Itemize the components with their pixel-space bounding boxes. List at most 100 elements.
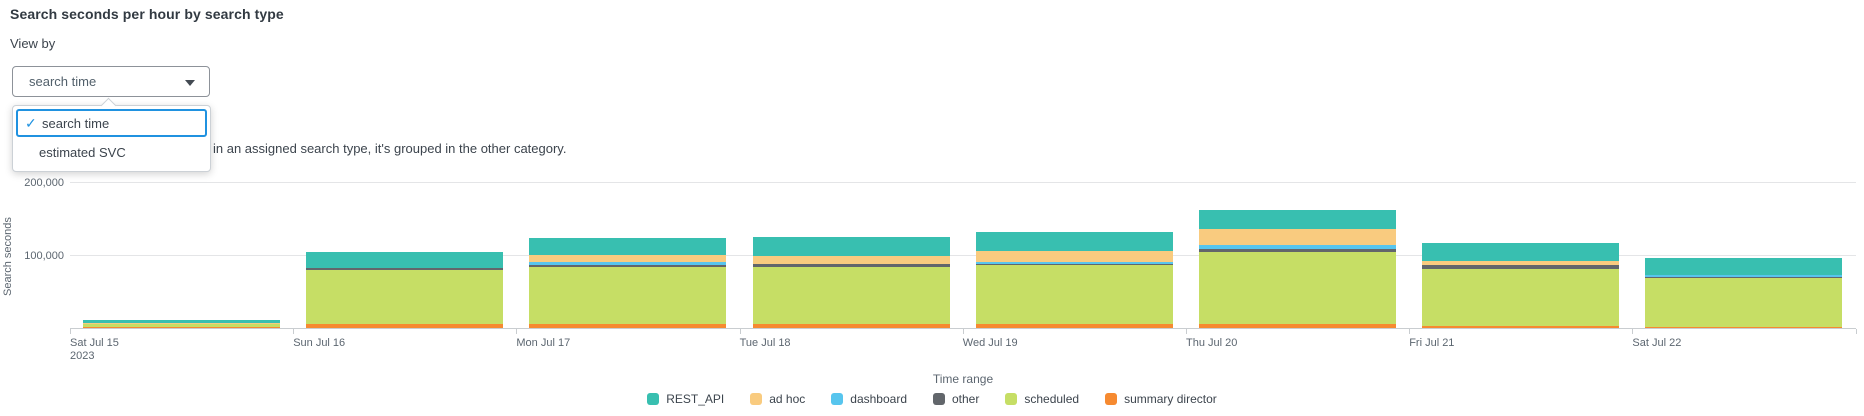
bar-segment-REST_API[interactable] xyxy=(975,231,1173,251)
view-by-dropdown-menu: ✓ search time estimated SVC xyxy=(12,97,211,172)
bar-segment-dashboard[interactable] xyxy=(975,262,1173,264)
x-tick-label: Sat Jul 15 2023 xyxy=(70,337,119,362)
legend-label: ad hoc xyxy=(769,392,806,406)
bar-segment-scheduled[interactable] xyxy=(752,267,950,325)
x-tick-label: Wed Jul 19 xyxy=(962,337,1018,349)
bar-segment-REST_API[interactable] xyxy=(1645,258,1843,275)
gridline-200,000 xyxy=(70,182,1856,183)
bar-segment-summary-director[interactable] xyxy=(83,326,280,328)
menu-item-estimated-svc[interactable]: estimated SVC xyxy=(13,137,210,168)
x-axis-tick xyxy=(1855,329,1857,334)
panel-title: Search seconds per hour by search type xyxy=(10,6,284,22)
view-by-dropdown[interactable]: search time xyxy=(12,66,210,97)
x-axis-tick xyxy=(739,329,741,334)
bar-thu-jul-20 xyxy=(1199,210,1396,328)
bar-segment-dashboard[interactable] xyxy=(529,262,727,265)
view-by-label: View by xyxy=(10,36,56,51)
bar-segment-scheduled[interactable] xyxy=(1199,251,1396,325)
bar-segment-ad-hoc[interactable] xyxy=(975,250,1173,263)
menu-item-search-time[interactable]: ✓ search time xyxy=(16,109,207,137)
x-axis-tick xyxy=(1186,329,1187,334)
x-tick-label: Sun Jul 16 xyxy=(293,337,346,349)
bar-segment-other[interactable] xyxy=(752,264,950,268)
legend-label: REST_API xyxy=(666,392,725,406)
y-tick-label: 100,000 xyxy=(24,249,64,262)
legend-swatch-icon xyxy=(1105,393,1118,405)
x-tick-label: Thu Jul 20 xyxy=(1186,337,1238,349)
x-tick-label: Tue Jul 18 xyxy=(739,337,791,349)
bar-wed-jul-19 xyxy=(975,231,1173,328)
bar-segment-scheduled[interactable] xyxy=(306,270,504,325)
bar-segment-dashboard[interactable] xyxy=(1199,245,1396,250)
gridline-100,000 xyxy=(70,254,1856,256)
bar-tue-jul-18 xyxy=(752,237,950,328)
x-tick-label: Sat Jul 22 xyxy=(1632,337,1682,349)
legend-item-other[interactable]: other xyxy=(933,392,979,406)
menu-item-label: search time xyxy=(42,115,110,131)
x-axis-tick xyxy=(70,329,71,334)
bar-segment-summary-director[interactable] xyxy=(1645,326,1843,328)
x-tick-label: Mon Jul 17 xyxy=(516,337,571,349)
legend-item-scheduled[interactable]: scheduled xyxy=(1005,392,1079,406)
bar-segment-REST_API[interactable] xyxy=(1199,210,1396,230)
legend-swatch-icon xyxy=(647,393,660,405)
legend-item-REST_API[interactable]: REST_API xyxy=(647,392,724,406)
x-axis-tick xyxy=(962,329,964,334)
bar-segment-summary-director[interactable] xyxy=(1422,326,1620,328)
bar-segment-other[interactable] xyxy=(306,267,504,271)
chevron-down-icon xyxy=(185,80,195,86)
menu-item-label: estimated SVC xyxy=(39,145,126,160)
bar-segment-REST_API[interactable] xyxy=(529,237,727,256)
bar-fri-jul-21 xyxy=(1422,243,1620,328)
legend-label: dashboard xyxy=(850,392,907,406)
bar-segment-scheduled[interactable] xyxy=(975,264,1173,325)
bar-segment-ad-hoc[interactable] xyxy=(529,255,727,263)
bar-segment-scheduled[interactable] xyxy=(1645,277,1843,327)
bar-segment-REST_API[interactable] xyxy=(1422,243,1620,261)
x-axis-tick xyxy=(516,329,518,334)
x-axis-title: Time range xyxy=(932,372,994,386)
bar-segment-REST_API[interactable] xyxy=(752,237,950,256)
checkmark-icon: ✓ xyxy=(25,115,37,131)
x-tick-label: Fri Jul 21 xyxy=(1409,337,1455,349)
panel-description-text: in an assigned search type, it's grouped… xyxy=(213,141,567,156)
legend-item-summary-director[interactable]: summary director xyxy=(1105,392,1217,406)
chart-legend: REST_API ad hoc dashboard other scheduled sum… xyxy=(0,392,1864,406)
legend-swatch-icon xyxy=(831,393,844,405)
bar-segment-dashboard[interactable] xyxy=(1645,274,1843,278)
bar-segment-ad-hoc[interactable] xyxy=(1199,229,1396,246)
bar-segment-other[interactable] xyxy=(1422,265,1620,269)
legend-label: scheduled xyxy=(1024,392,1080,406)
bar-segment-other[interactable] xyxy=(529,264,727,268)
bar-mon-jul-17 xyxy=(529,237,727,328)
bar-segment-REST_API[interactable] xyxy=(83,320,280,324)
bar-segment-ad-hoc[interactable] xyxy=(752,255,950,265)
view-by-dropdown-value: search time xyxy=(29,74,97,89)
bar-segment-scheduled[interactable] xyxy=(83,324,280,327)
bar-segment-other[interactable] xyxy=(975,263,1173,265)
legend-label: other xyxy=(952,392,980,406)
legend-swatch-icon xyxy=(750,393,763,405)
bar-segment-other[interactable] xyxy=(1199,249,1396,252)
bar-segment-summary-director[interactable] xyxy=(752,324,950,328)
legend-swatch-icon xyxy=(933,393,945,405)
legend-label: summary director xyxy=(1124,392,1217,406)
bar-segment-summary-director[interactable] xyxy=(1199,324,1396,328)
legend-item-dashboard[interactable]: dashboard xyxy=(831,392,907,406)
x-axis-tick xyxy=(293,329,295,334)
bar-segment-scheduled[interactable] xyxy=(1422,268,1620,327)
bar-sun-jul-16 xyxy=(306,252,504,328)
bar-segment-summary-director[interactable] xyxy=(529,324,727,328)
legend-swatch-icon xyxy=(1005,393,1018,405)
bar-segment-ad-hoc[interactable] xyxy=(1422,260,1620,266)
bar-segment-summary-director[interactable] xyxy=(306,324,504,328)
bar-sat-jul-15 xyxy=(83,320,280,328)
bar-segment-scheduled[interactable] xyxy=(529,267,727,325)
bar-sat-jul-22 xyxy=(1645,258,1843,328)
bar-segment-REST_API[interactable] xyxy=(306,252,504,268)
chart-plot-area: Sat Jul 15 2023 Sun Jul 16 Mon Jul 17 Tue Ju… xyxy=(70,149,1857,362)
legend-item-ad-hoc[interactable]: ad hoc xyxy=(750,392,805,406)
bar-segment-summary-director[interactable] xyxy=(975,324,1173,328)
x-axis-tick xyxy=(1632,329,1634,334)
